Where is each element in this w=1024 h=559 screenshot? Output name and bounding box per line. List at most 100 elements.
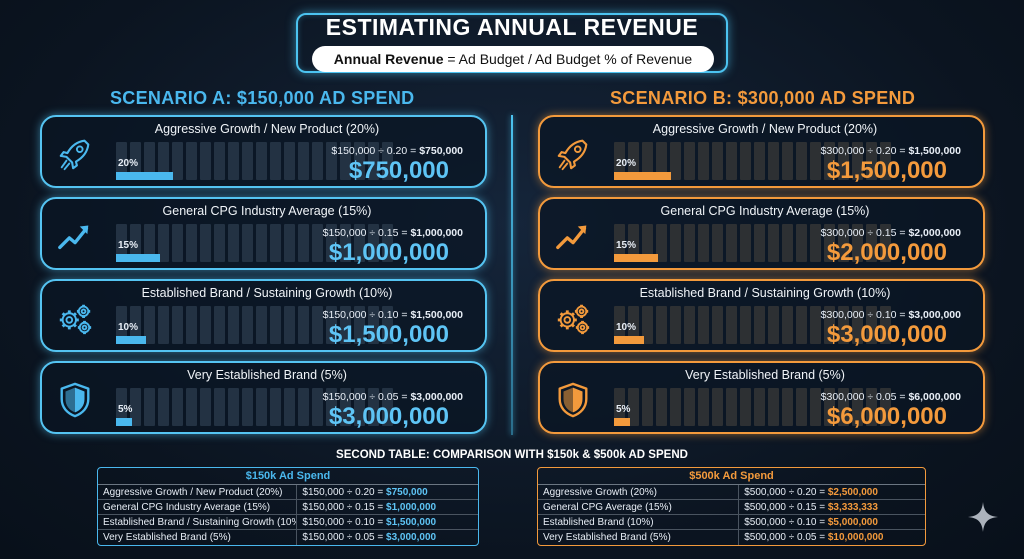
row-label: General CPG Average (15%) [538, 500, 740, 514]
bar-segment [726, 306, 737, 344]
bar-segment [824, 142, 835, 180]
bar-segment [866, 224, 877, 262]
bar-segment [852, 306, 863, 344]
bar-segment [242, 388, 253, 426]
bar-segment [754, 388, 765, 426]
row-label: Very Established Brand (5%) [538, 530, 740, 545]
row-calc: $150,000 ÷ 0.05 = $3,000,000 [297, 530, 478, 545]
bar-segment [754, 306, 765, 344]
trend-up-icon [56, 217, 94, 255]
revenue-value: $1,500,000 [826, 157, 947, 184]
revenue-value: $3,000,000 [826, 321, 947, 348]
bar-segment [214, 142, 225, 180]
bar-segment [656, 306, 667, 344]
bar-segment [228, 142, 239, 180]
table-row: Established Brand (10%) $500,000 ÷ 0.10 =… [538, 515, 925, 530]
percent-label: 20% [616, 158, 637, 169]
calc-prefix: $300,000 ÷ 0.05 = [820, 391, 909, 403]
bar-segment [158, 224, 169, 262]
bar-segment [642, 388, 653, 426]
percent-label: 10% [616, 322, 637, 333]
bar-segment [200, 224, 211, 262]
calculation: $300,000 ÷ 0.15 = $2,000,000 [821, 227, 961, 239]
bar-segment [698, 142, 709, 180]
bar-segment [256, 388, 267, 426]
calc-result: $1,000,000 [410, 227, 463, 239]
row-label: Very Established Brand (5%) [98, 530, 298, 545]
bar-segment [796, 388, 807, 426]
bar-segment [382, 224, 393, 262]
calculation: $300,000 ÷ 0.10 = $3,000,000 [821, 309, 961, 321]
bar-segment [214, 388, 225, 426]
row-calc-prefix: $150,000 ÷ 0.10 = [302, 517, 387, 528]
bar-segment [284, 306, 295, 344]
formula-pill: Annual Revenue = Ad Budget / Ad Budget %… [312, 46, 714, 72]
rocket-icon [56, 135, 94, 173]
bar-segment [270, 142, 281, 180]
bar-segment [740, 224, 751, 262]
percent-bar: 15% [614, 224, 891, 262]
calc-result: $2,000,000 [908, 227, 961, 239]
calculation: $300,000 ÷ 0.05 = $6,000,000 [821, 391, 961, 403]
percent-fill [116, 254, 160, 262]
bar-segment [368, 388, 379, 426]
bar-segment [782, 306, 793, 344]
bar-segment [228, 306, 239, 344]
bar-segment [656, 388, 667, 426]
percent-fill [116, 336, 146, 344]
bar-segment [200, 306, 211, 344]
bar-segment [256, 224, 267, 262]
bar-segment [824, 388, 835, 426]
revenue-value: $750,000 [348, 157, 449, 184]
bar-segment [810, 224, 821, 262]
bar-segment [284, 224, 295, 262]
row-result: $750,000 [386, 487, 428, 498]
bar-segment [824, 306, 835, 344]
bar-segment [312, 224, 323, 262]
bar-segment [368, 224, 379, 262]
calc-result: $3,000,000 [410, 391, 463, 403]
row-result: $1,000,000 [386, 502, 437, 513]
bar-segment [782, 224, 793, 262]
bar-segment [684, 306, 695, 344]
scenario-b-card: Aggressive Growth / New Product (20%) 20… [538, 115, 985, 188]
bar-segment [158, 306, 169, 344]
row-label: General CPG Industry Average (15%) [98, 500, 298, 514]
table-row: Very Established Brand (5%) $150,000 ÷ 0.… [98, 530, 478, 545]
scenario-a-card: Aggressive Growth / New Product (20%) 20… [40, 115, 487, 188]
calc-prefix: $300,000 ÷ 0.20 = [820, 145, 909, 157]
bar-segment [200, 142, 211, 180]
bar-segment [144, 306, 155, 344]
bar-segment [712, 306, 723, 344]
bar-segment [810, 142, 821, 180]
card-label: General CPG Industry Average (15%) [660, 204, 870, 218]
bar-segment [838, 306, 849, 344]
percent-label: 10% [118, 322, 139, 333]
bar-segment [642, 224, 653, 262]
revenue-value: $2,000,000 [826, 239, 947, 266]
row-calc: $150,000 ÷ 0.15 = $1,000,000 [297, 500, 478, 514]
revenue-value: $6,000,000 [826, 403, 947, 430]
bar-segment [684, 388, 695, 426]
rocket-icon [554, 135, 592, 173]
bar-segment [354, 142, 365, 180]
percent-bar: 5% [116, 388, 393, 426]
bar-segment [116, 224, 127, 262]
bar-segment [880, 142, 891, 180]
bar-segment [158, 142, 169, 180]
row-label: Aggressive Growth / New Product (20%) [98, 485, 298, 499]
bar-segment [768, 388, 779, 426]
row-calc: $150,000 ÷ 0.10 = $1,500,000 [297, 515, 478, 529]
bar-segment [270, 224, 281, 262]
bar-segment [726, 142, 737, 180]
second-table-title: SECOND TABLE: COMPARISON WITH $150k & $5… [336, 449, 688, 461]
table-row: Very Established Brand (5%) $500,000 ÷ 0.… [538, 530, 925, 545]
calculation: $300,000 ÷ 0.20 = $1,500,000 [821, 145, 961, 157]
bar-segment [768, 142, 779, 180]
row-result: $2,500,000 [827, 487, 878, 498]
row-result: $3,000,000 [386, 532, 437, 543]
percent-bar: 10% [116, 306, 393, 344]
bar-segment [298, 224, 309, 262]
row-calc: $500,000 ÷ 0.10 = $5,000,000 [739, 515, 925, 529]
bar-segment [130, 306, 141, 344]
